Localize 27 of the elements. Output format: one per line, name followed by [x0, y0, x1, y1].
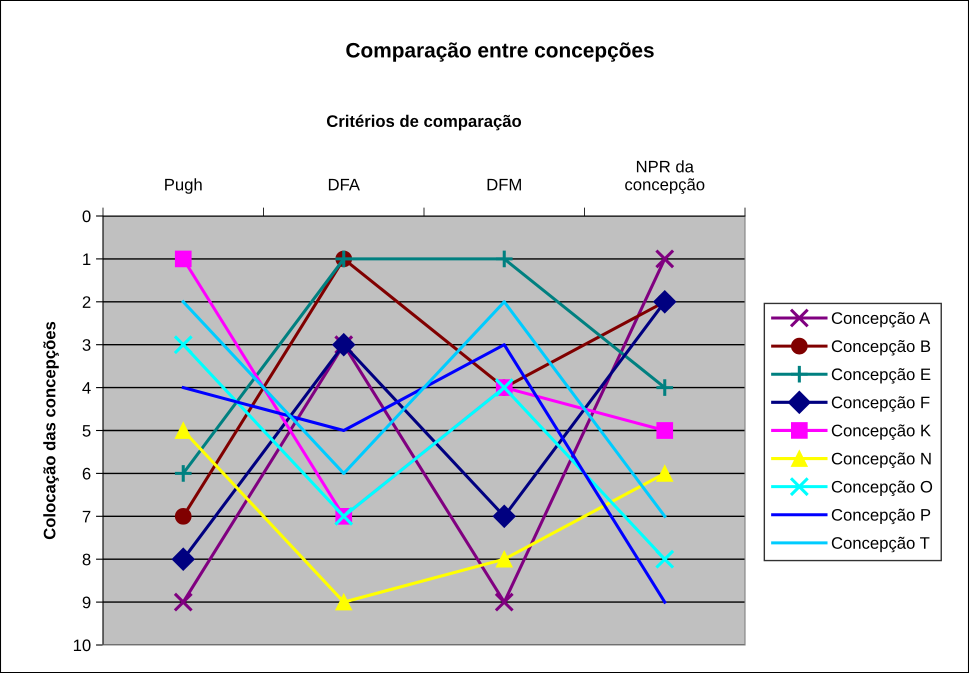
y-tick-label: 1: [83, 253, 90, 265]
y-axis-title: Colocação das concepções: [43, 322, 59, 540]
legend-label: Concepção B: [832, 340, 930, 356]
legend-label: Concepção T: [832, 536, 930, 552]
y-tick-label: 4: [82, 382, 91, 394]
legend-label: Concepção K: [832, 424, 931, 440]
x-tick-label: DFA: [328, 178, 360, 190]
x-tick-label: DFM: [488, 178, 521, 190]
legend-label: Concepção P: [832, 508, 930, 524]
y-tick-label: 0: [82, 210, 91, 222]
y-tick-label: 7: [82, 510, 90, 522]
y-tick-label: 9: [82, 596, 90, 608]
x-axis-title: Critérios de comparação: [326, 114, 522, 130]
y-tick-label: 3: [82, 339, 90, 351]
y-tick-label: 5: [82, 425, 90, 437]
y-tick-label: 8: [82, 554, 90, 566]
legend-label: Concepção E: [832, 368, 930, 384]
x-tick-label: Pugh: [165, 178, 202, 194]
y-tick-label: 6: [82, 468, 90, 480]
legend-label: Concepção O: [832, 480, 932, 496]
legend-label: Concepção A: [832, 312, 930, 328]
y-tick-label: 2: [82, 296, 90, 308]
legend-label: Concepção N: [832, 452, 931, 468]
y-tick-label: 10: [74, 639, 91, 652]
chart-title: Comparação entre concepções: [346, 42, 654, 62]
x-tick-label: NPR da concepção: [625, 160, 704, 194]
legend-label: Concepção F: [832, 396, 930, 412]
